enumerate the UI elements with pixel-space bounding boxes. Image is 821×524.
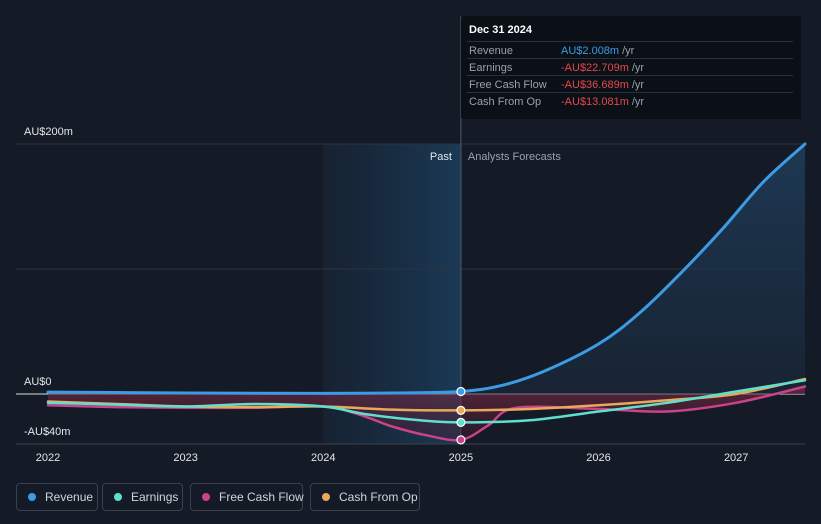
revenue-line: [46, 142, 807, 395]
x-tick-label: 2026: [586, 452, 610, 464]
tooltip-unit: /yr: [631, 96, 645, 108]
legend-item-cash-from-op[interactable]: Cash From Op: [310, 483, 420, 511]
revenue-area: [48, 144, 805, 394]
tooltip-label: Revenue: [469, 45, 514, 57]
legend-label: Earnings: [131, 490, 179, 504]
cash-from-op-point: [456, 405, 466, 415]
legend-item-revenue[interactable]: Revenue: [16, 483, 98, 511]
x-tick-label: 2024: [311, 452, 335, 464]
revenue-point: [456, 386, 466, 397]
legend-dot-free-cash-flow: [202, 493, 210, 501]
x-tick-label: 2023: [173, 452, 197, 464]
x-tick-label: 2022: [36, 452, 60, 464]
tooltip-value: -AU$13.081m/yr: [561, 96, 644, 108]
earnings-point: [456, 417, 466, 427]
tooltip-unit: /yr: [631, 79, 645, 91]
y-axis-label: AU$0: [24, 376, 52, 388]
legend-label: Revenue: [45, 490, 94, 504]
tooltip-row-revenue: Revenue AU$2.008m/yr: [467, 41, 793, 59]
earnings-line: [46, 379, 807, 424]
tooltip-value: -AU$22.709m/yr: [561, 62, 644, 74]
tooltip-value-text: -AU$36.689m: [561, 79, 629, 91]
tooltip: Dec 31 2024 Revenue AU$2.008m/yr Earning…: [461, 16, 801, 119]
tooltip-value-text: -AU$13.081m: [561, 96, 629, 108]
legend-dot-earnings: [114, 493, 122, 501]
y-axis-label: AU$200m: [24, 126, 73, 138]
tooltip-value: -AU$36.689m/yr: [561, 79, 644, 91]
tooltip-label: Earnings: [469, 62, 513, 74]
legend-item-free-cash-flow[interactable]: Free Cash Flow: [190, 483, 304, 511]
tooltip-unit: /yr: [631, 62, 645, 74]
legend-label: Free Cash Flow: [219, 490, 304, 504]
tooltip-label: Free Cash Flow: [469, 79, 547, 91]
tooltip-title: Dec 31 2024: [469, 24, 532, 36]
x-tick-label: 2027: [724, 452, 748, 464]
tooltip-value: AU$2.008m/yr: [561, 45, 634, 57]
free-cash-flow-point: [456, 435, 466, 445]
tooltip-unit: /yr: [622, 45, 635, 57]
y-axis-label: -AU$40m: [24, 426, 70, 438]
legend-label: Cash From Op: [339, 490, 418, 504]
tooltip-row-cash-from-op: Cash From Op -AU$13.081m/yr: [467, 92, 793, 110]
free-cash-flow-area: [48, 386, 805, 441]
tooltip-value-text: AU$2.008m: [561, 45, 620, 57]
x-tick-label: 2025: [449, 452, 473, 464]
tooltip-value-text: -AU$22.709m: [561, 62, 629, 74]
forecast-label: Analysts Forecasts: [468, 151, 561, 163]
tooltip-row-free-cash-flow: Free Cash Flow -AU$36.689m/yr: [467, 75, 793, 93]
legend-dot-revenue: [28, 493, 36, 501]
tooltip-label: Cash From Op: [469, 96, 542, 108]
legend-dot-cash-from-op: [322, 493, 330, 501]
tooltip-row-earnings: Earnings -AU$22.709m/yr: [467, 58, 793, 76]
past-label: Past: [430, 151, 452, 163]
legend-item-earnings[interactable]: Earnings: [102, 483, 183, 511]
